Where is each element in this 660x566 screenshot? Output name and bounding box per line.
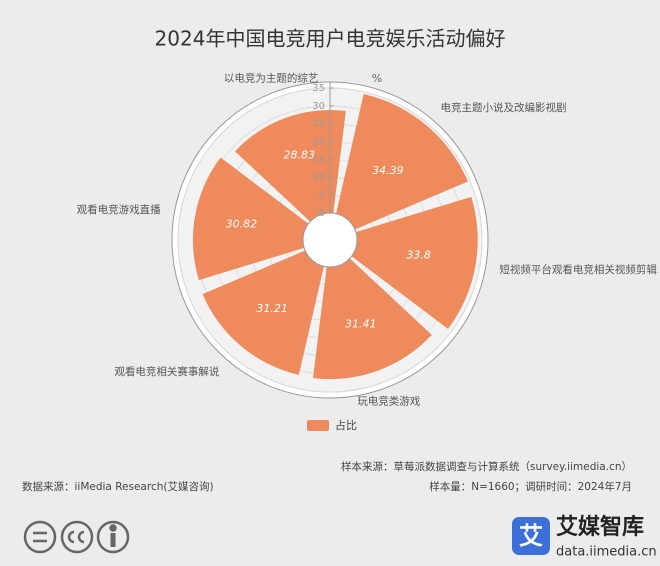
value-label: 33.8 — [406, 249, 431, 262]
category-label: 观看电竞相关赛事解说 — [114, 365, 219, 378]
legend-swatch — [307, 420, 329, 431]
logo-icon: 艾 — [519, 522, 543, 550]
data-source: 数据来源：iiMedia Research(艾媒咨询) — [22, 480, 214, 493]
bar — [351, 196, 478, 329]
radius-tick-label: 15 — [312, 154, 325, 165]
value-label: 31.41 — [345, 318, 377, 331]
logo-icon-bg — [512, 517, 550, 555]
radius-tick-label: 30 — [312, 101, 325, 112]
category-label: 短视频平台观看电竞相关视频剪辑 — [499, 263, 657, 276]
category-label: 观看电竞游戏直播 — [77, 203, 161, 216]
bar — [202, 250, 324, 375]
legend-label: 占比 — [335, 418, 357, 432]
radius-tick-label: 35 — [312, 83, 325, 94]
license-icons — [23, 520, 130, 554]
logo-url: data.iimedia.cn — [556, 545, 657, 560]
bar — [192, 157, 309, 281]
radius-tick-label: 20 — [312, 137, 325, 148]
radius-label: % — [372, 72, 382, 85]
bar — [336, 94, 468, 230]
chart-title: 2024年中国电竞用户电竞娱乐活动偏好 — [155, 27, 506, 51]
radius-tick-label: 0 — [319, 208, 325, 219]
radius-tick-label: 10 — [312, 172, 325, 183]
polar-hole — [302, 212, 358, 268]
category-label: 以电竞为主题的综艺 — [224, 71, 319, 84]
radius-tick-label: 25 — [312, 119, 325, 130]
value-label: 34.39 — [372, 164, 404, 177]
value-label: 31.21 — [256, 302, 288, 315]
logo-name: 艾媒智库 — [556, 514, 644, 540]
sample-info: 样本量：N=1660；调研时间：2024年7月 — [429, 480, 632, 493]
radius-tick-label: 5 — [319, 190, 325, 201]
category-label: 玩电竞类游戏 — [357, 395, 420, 408]
value-label: 28.83 — [283, 148, 315, 161]
value-label: 30.82 — [226, 217, 258, 230]
bar — [313, 258, 432, 380]
category-label: 电竞主题小说及改编影视剧 — [441, 101, 567, 114]
sample-source: 样本来源：草莓派数据调查与计算系统（survey.iimedia.cn） — [341, 460, 632, 473]
bar — [234, 110, 346, 222]
